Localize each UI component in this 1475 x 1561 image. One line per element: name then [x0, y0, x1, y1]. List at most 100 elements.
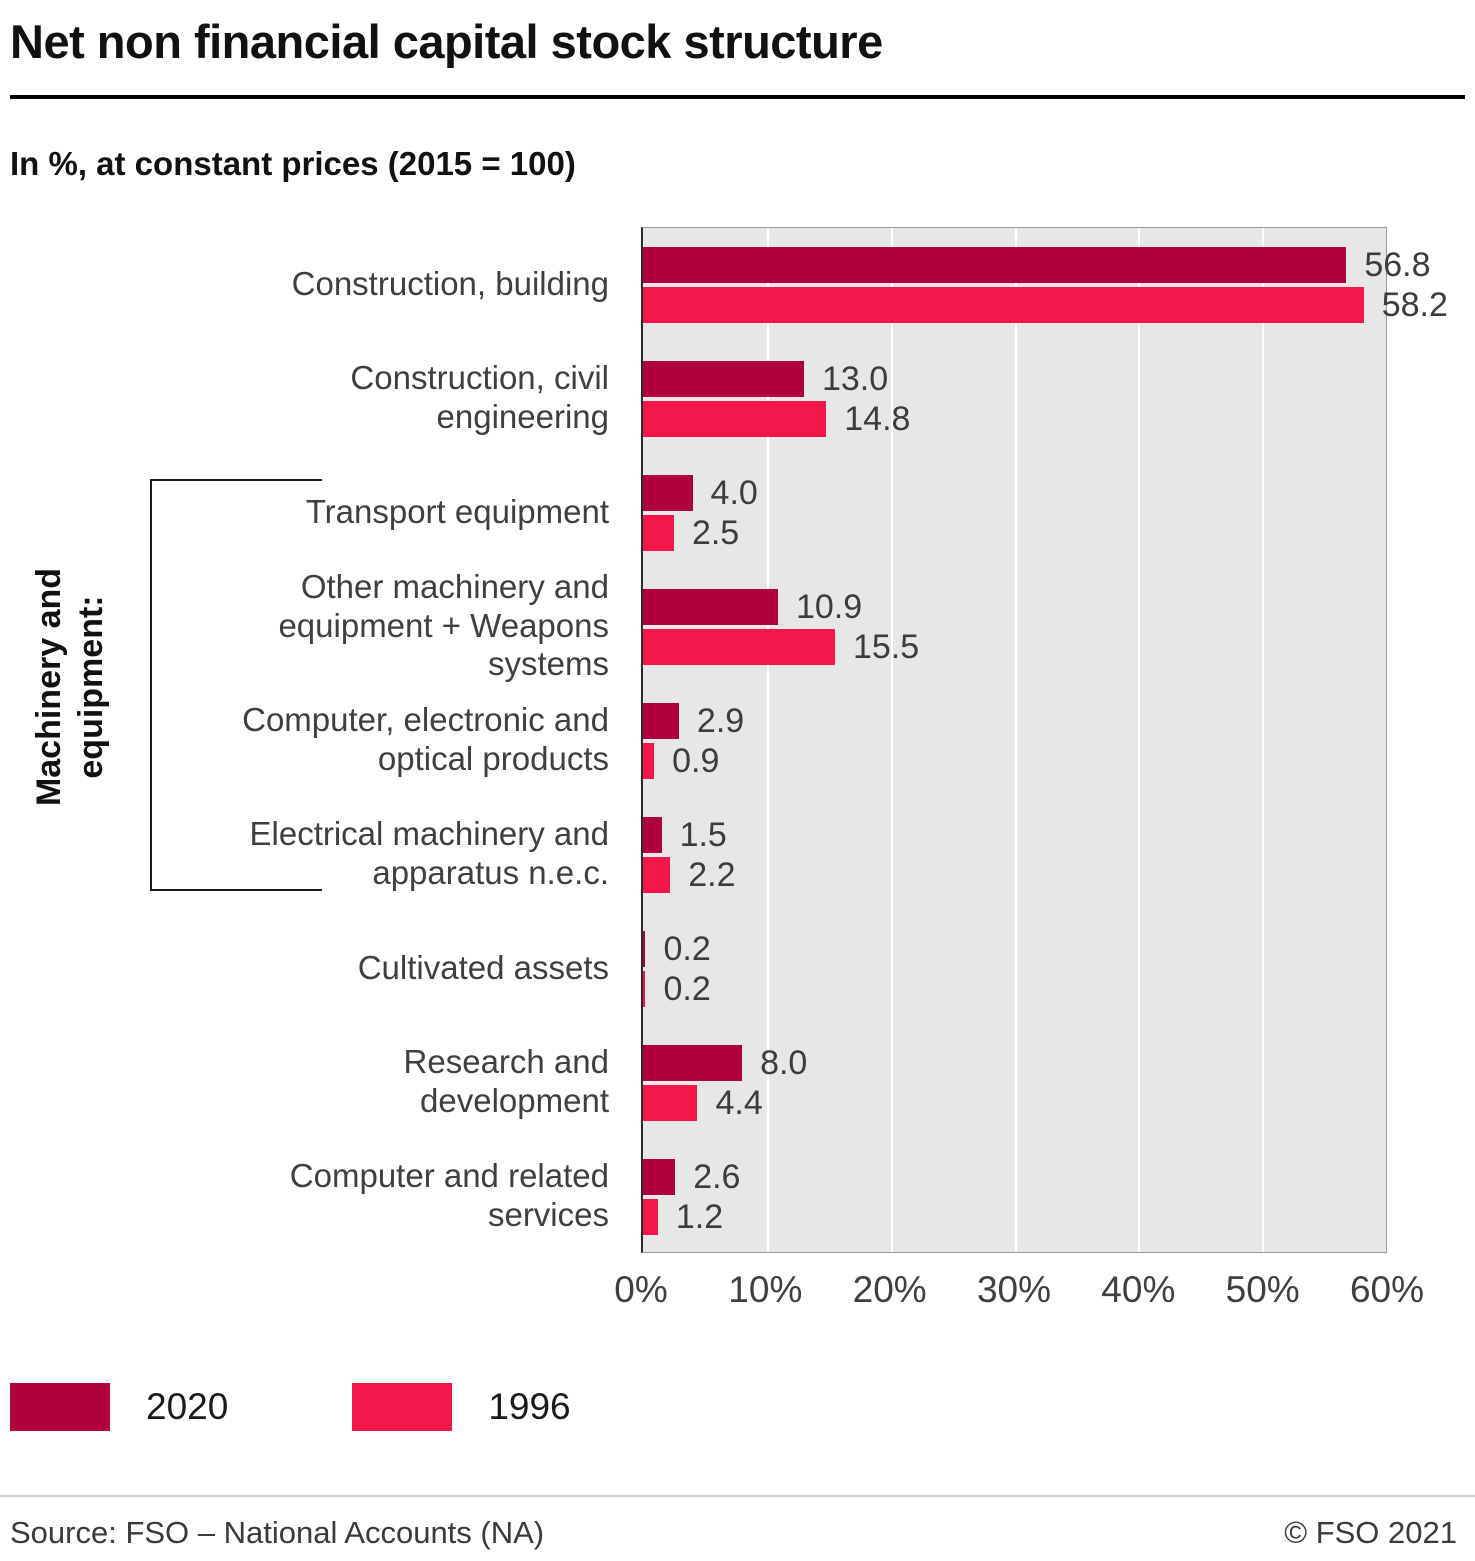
bar-1996 [643, 971, 646, 1007]
legend-item-1996: 1996 [352, 1383, 571, 1431]
category-label: Computer, electronic and optical product… [242, 701, 609, 777]
value-label: 0.2 [663, 969, 711, 1008]
category-label: Other machinery and equipment + Weapons … [278, 567, 609, 683]
bar-pair-row: 2.6 1.2 [643, 1140, 1386, 1254]
value-label: 2.6 [693, 1157, 741, 1196]
legend-swatch-1996 [352, 1383, 453, 1431]
bar-2020 [643, 361, 804, 397]
value-label: 56.8 [1364, 245, 1431, 284]
bar-pair-row: 13.0 14.8 [643, 342, 1386, 456]
x-tick-label: 40% [1101, 1269, 1176, 1310]
bar-line-2020: 0.2 [643, 929, 1386, 968]
footer: Source: FSO – National Accounts (NA) © F… [10, 1515, 1457, 1551]
bar-line-1996: 58.2 [643, 286, 1448, 324]
value-label: 2.2 [688, 855, 736, 894]
category-label: Construction, building [291, 264, 609, 302]
bar-pair-row: 56.8 58.2 [643, 228, 1448, 342]
machinery-group-bracket [150, 479, 322, 891]
source-note: Source: FSO – National Accounts (NA) [10, 1515, 545, 1550]
bar-1996 [643, 857, 671, 893]
title-divider [10, 95, 1465, 99]
bar-2020 [643, 931, 646, 967]
gridline [766, 228, 769, 1252]
gridline [890, 228, 893, 1252]
legend-label-1996: 1996 [488, 1386, 571, 1427]
value-label: 58.2 [1381, 285, 1448, 324]
value-label: 13.0 [821, 359, 889, 398]
x-tick-label: 50% [1225, 1269, 1300, 1310]
value-label: 0.2 [663, 929, 711, 968]
legend-item-2020: 2020 [10, 1383, 228, 1431]
bar-1996 [643, 1085, 698, 1121]
bar-line-2020: 2.9 [643, 701, 1386, 740]
legend-label-2020: 2020 [146, 1386, 229, 1427]
category-label: Computer and related services [289, 1157, 609, 1233]
bar-1996 [643, 629, 835, 665]
bar-pair-row: 10.9 15.5 [643, 570, 1386, 684]
plot-column: 56.8 58.2 13.0 14.8 4.0 2.5 10.9 15.5 2.9 0.9 1.5 2… [614, 227, 1448, 1319]
bar-line-2020: 56.8 [643, 246, 1431, 284]
bar-line-2020: 2.6 [643, 1157, 1386, 1196]
bar-2020 [643, 1159, 676, 1195]
bar-line-2020: 10.9 [643, 587, 1386, 626]
chart-subtitle: In %, at constant prices (2015 = 100) [10, 145, 576, 182]
gridline [1014, 228, 1017, 1252]
value-label: 14.8 [844, 399, 911, 438]
bar-line-1996: 1.2 [643, 1197, 1386, 1236]
bar-pair-row: 0.2 0.2 [643, 912, 1386, 1026]
value-label: 0.9 [672, 741, 720, 780]
bar-pair-row: 8.0 4.4 [643, 1026, 1386, 1140]
value-label: 4.0 [710, 473, 758, 512]
legend: 2020 1996 [10, 1383, 1475, 1431]
x-tick-label: 20% [852, 1269, 927, 1310]
bar-2020 [643, 475, 693, 511]
bar-line-2020: 1.5 [643, 815, 1386, 854]
bar-1996 [643, 1199, 658, 1235]
x-axis: 0% 10% 20% 30% 40% 50% 60% [614, 1253, 1424, 1319]
x-tick-label: 0% [614, 1269, 668, 1310]
category-label: Transport equipment [305, 492, 609, 530]
bar-line-2020: 8.0 [643, 1044, 1386, 1082]
bar-1996 [643, 743, 655, 779]
value-label: 2.9 [696, 701, 745, 740]
bar-line-1996: 15.5 [643, 627, 1386, 666]
plot-area: 56.8 58.2 13.0 14.8 4.0 2.5 10.9 15.5 2.9 0.9 1.5 2… [641, 227, 1448, 1254]
category-label: Research and development [403, 1043, 609, 1119]
chart-title: Net non financial capital stock structur… [10, 15, 883, 68]
x-tick-label: 60% [1349, 1269, 1425, 1310]
category-labels-column: Construction, building Construction, civi… [10, 227, 641, 1319]
bar-line-1996: 0.9 [643, 741, 1386, 780]
bar-2020 [643, 703, 679, 739]
copyright-note: © FSO 2021 [1284, 1515, 1457, 1550]
footer-divider [0, 1495, 1475, 1497]
value-label: 1.5 [679, 815, 727, 854]
bar-line-1996: 14.8 [643, 399, 1386, 438]
gridline [1138, 228, 1141, 1252]
value-label: 1.2 [675, 1197, 724, 1236]
bar-1996 [643, 515, 674, 551]
bar-pair-row: 1.5 2.2 [643, 798, 1386, 912]
category-label: Electrical machinery and apparatus n.e.c… [249, 815, 610, 891]
bar-line-1996: 2.2 [643, 855, 1386, 894]
x-tick-label: 30% [976, 1269, 1052, 1310]
bar-pair-row: 4.0 2.5 [643, 456, 1386, 570]
bar-chart: Construction, building Construction, civi… [10, 227, 1475, 1319]
value-label: 2.5 [691, 513, 740, 552]
category-label: Construction, civil engineering [350, 359, 609, 435]
bar-line-1996: 0.2 [643, 969, 1386, 1008]
bar-pair-row: 2.9 0.9 [643, 684, 1386, 798]
bar-2020 [643, 589, 778, 625]
bar-line-1996: 4.4 [643, 1084, 1386, 1122]
machinery-group-label: Machinery and equipment: [29, 567, 111, 807]
bar-2020 [643, 1045, 743, 1081]
bar-1996 [643, 287, 1364, 323]
bar-line-2020: 4.0 [643, 473, 1386, 512]
category-label: Cultivated assets [357, 948, 609, 986]
legend-swatch-2020 [10, 1383, 110, 1431]
bar-line-1996: 2.5 [643, 513, 1386, 552]
x-tick-label: 10% [728, 1269, 803, 1310]
value-label: 15.5 [852, 627, 920, 666]
value-label: 10.9 [795, 587, 863, 626]
bar-2020 [643, 817, 662, 853]
